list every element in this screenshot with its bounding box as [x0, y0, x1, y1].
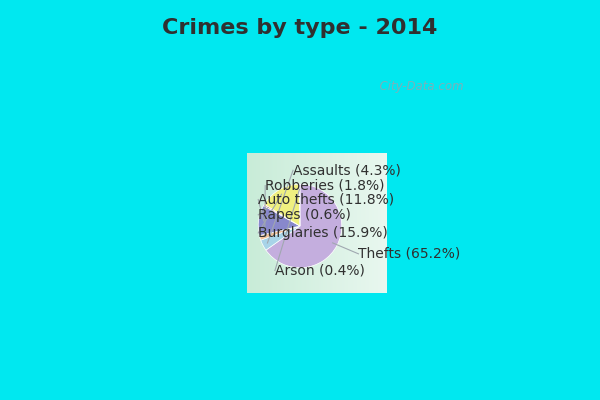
Text: Thefts (65.2%): Thefts (65.2%) [358, 247, 461, 261]
Wedge shape [299, 184, 300, 226]
Wedge shape [263, 204, 300, 226]
Text: Assaults (4.3%): Assaults (4.3%) [293, 163, 401, 177]
Wedge shape [259, 226, 300, 240]
Text: Burglaries (15.9%): Burglaries (15.9%) [258, 226, 388, 240]
Wedge shape [258, 206, 300, 236]
Text: City-Data.com: City-Data.com [372, 80, 464, 93]
Text: Rapes (0.6%): Rapes (0.6%) [258, 208, 351, 222]
Text: Robberies (1.8%): Robberies (1.8%) [265, 179, 385, 193]
Text: Arson (0.4%): Arson (0.4%) [275, 264, 365, 278]
Wedge shape [261, 226, 300, 250]
Wedge shape [265, 184, 300, 226]
Text: Crimes by type - 2014: Crimes by type - 2014 [163, 18, 437, 38]
Text: Auto thefts (11.8%): Auto thefts (11.8%) [258, 192, 394, 206]
Wedge shape [266, 184, 342, 268]
